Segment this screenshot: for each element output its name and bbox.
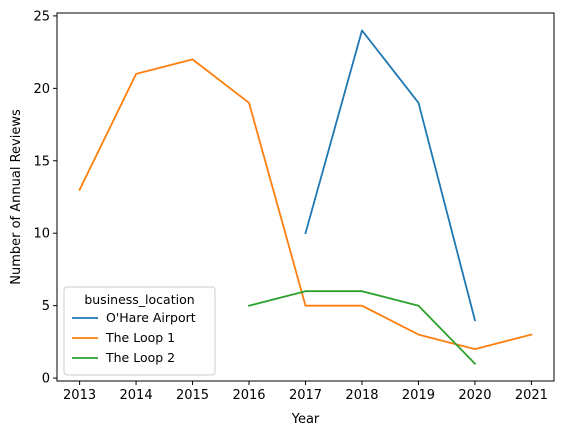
- y-tick-label: 5: [42, 299, 50, 314]
- series-line-3: [247, 290, 477, 365]
- legend-box: [63, 286, 216, 376]
- y-tick-label: 20: [33, 82, 50, 97]
- x-tick-label: 2016: [232, 388, 265, 403]
- y-tick-label: 25: [33, 9, 50, 24]
- legend-title: business_location: [84, 292, 194, 307]
- y-axis-ticks: 0 5 10 15 20 25: [33, 9, 57, 387]
- x-tick-label: 2018: [345, 388, 378, 403]
- y-axis-label: Number of Annual Reviews: [9, 109, 24, 285]
- series-line-1: [304, 29, 476, 322]
- legend-items: O'Hare Airport The Loop 1 The Loop 2: [72, 310, 196, 365]
- x-tick-label: 2014: [120, 388, 153, 403]
- x-tick-label: 2015: [176, 388, 209, 403]
- series-layer: [78, 29, 533, 365]
- x-axis-label: Year: [291, 412, 320, 427]
- x-tick-label: 2017: [289, 388, 322, 403]
- legend-label-1: O'Hare Airport: [106, 310, 196, 325]
- legend-label-3: The Loop 2: [105, 350, 175, 365]
- x-axis-ticks: 2013 2014 2015 2016 2017 2018 2019 2020 2021: [63, 381, 548, 403]
- legend: business_location O'Hare Airport The Loop…: [63, 286, 216, 376]
- x-tick-label: 2013: [63, 388, 96, 403]
- x-tick-label: 2021: [515, 388, 548, 403]
- y-tick-label: 0: [42, 372, 50, 387]
- x-tick-label: 2019: [402, 388, 435, 403]
- legend-label-2: The Loop 1: [105, 330, 175, 345]
- y-tick-label: 15: [33, 154, 50, 169]
- y-tick-label: 10: [33, 227, 50, 242]
- x-tick-label: 2020: [458, 388, 491, 403]
